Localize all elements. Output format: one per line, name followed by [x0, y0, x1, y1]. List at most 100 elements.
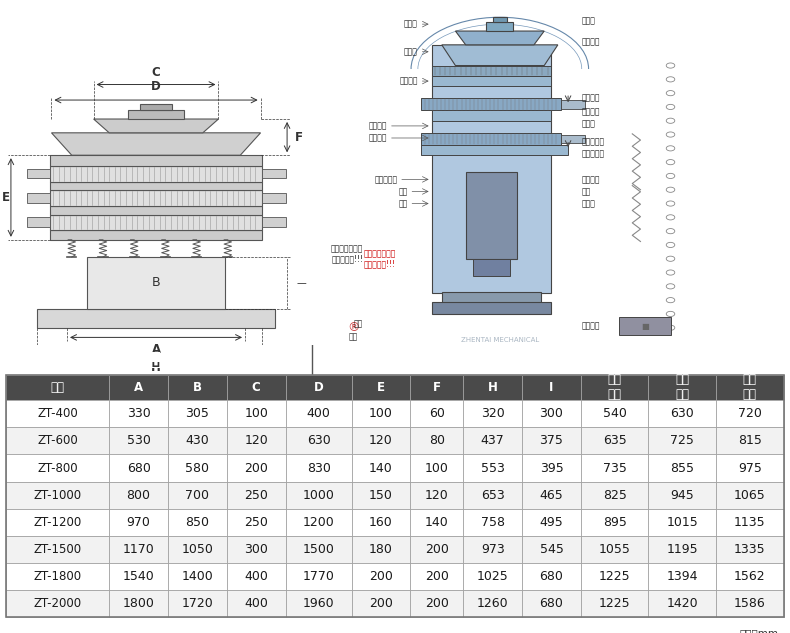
Bar — [50, 182, 262, 191]
Text: 中部框架: 中部框架 — [369, 122, 387, 130]
Text: 1420: 1420 — [667, 597, 698, 610]
Bar — [522, 482, 581, 509]
Bar — [88, 257, 224, 309]
Bar — [227, 427, 285, 454]
Text: 250: 250 — [244, 516, 268, 529]
Text: 200: 200 — [425, 597, 449, 610]
Text: 底座: 底座 — [354, 320, 363, 329]
Text: 一层
高度: 一层 高度 — [608, 373, 622, 401]
Text: A: A — [152, 343, 160, 356]
Text: 1394: 1394 — [667, 570, 698, 583]
Text: 140: 140 — [369, 461, 393, 475]
Text: 振体: 振体 — [581, 187, 591, 196]
Text: 855: 855 — [670, 461, 694, 475]
Text: 100: 100 — [244, 407, 268, 420]
Bar — [27, 193, 50, 203]
Text: 1065: 1065 — [734, 489, 766, 502]
Bar — [581, 454, 649, 482]
Bar — [352, 400, 411, 427]
Text: B: B — [193, 381, 202, 394]
Text: A: A — [134, 381, 143, 394]
Bar — [285, 482, 352, 509]
Bar — [50, 166, 262, 182]
Text: 进料口: 进料口 — [581, 16, 596, 25]
Bar — [109, 536, 168, 563]
Text: 120: 120 — [425, 489, 449, 502]
Bar — [227, 375, 285, 400]
Bar — [716, 563, 784, 590]
Text: 1335: 1335 — [734, 543, 766, 556]
Text: 试机时去掉!!!: 试机时去掉!!! — [331, 254, 363, 263]
Bar — [352, 375, 411, 400]
Bar — [649, 482, 716, 509]
Bar — [431, 45, 551, 293]
Bar — [50, 191, 262, 206]
Polygon shape — [442, 45, 558, 66]
Bar — [463, 400, 522, 427]
Bar — [649, 427, 716, 454]
Bar — [411, 482, 463, 509]
Text: ®: ® — [347, 321, 359, 334]
Text: ZT-800: ZT-800 — [37, 461, 78, 475]
Bar — [50, 215, 262, 230]
Bar — [6, 482, 109, 509]
Text: 1770: 1770 — [303, 570, 334, 583]
Text: ZT-2000: ZT-2000 — [34, 597, 82, 610]
Text: 635: 635 — [603, 434, 626, 448]
Text: 1500: 1500 — [303, 543, 334, 556]
Bar — [285, 590, 352, 617]
Text: 140: 140 — [425, 516, 449, 529]
Text: 400: 400 — [244, 570, 268, 583]
Bar — [6, 400, 109, 427]
Bar — [285, 375, 352, 400]
Bar — [411, 400, 463, 427]
Bar — [561, 135, 585, 143]
Text: 1200: 1200 — [303, 516, 334, 529]
Text: 试机时去掉!!!: 试机时去掉!!! — [363, 260, 395, 268]
Bar — [463, 454, 522, 482]
Bar — [581, 536, 649, 563]
Bar — [262, 169, 285, 179]
Text: 530: 530 — [126, 434, 151, 448]
Bar — [522, 454, 581, 482]
Text: 700: 700 — [186, 489, 209, 502]
Text: 945: 945 — [671, 489, 694, 502]
Text: 320: 320 — [481, 407, 505, 420]
Bar — [522, 536, 581, 563]
Text: C: C — [152, 66, 160, 78]
Text: ZT-600: ZT-600 — [37, 434, 78, 448]
Bar — [442, 292, 541, 304]
Bar — [168, 563, 227, 590]
Text: 束环: 束环 — [398, 187, 408, 196]
Text: 80: 80 — [429, 434, 445, 448]
Bar — [463, 563, 522, 590]
Polygon shape — [455, 31, 544, 45]
Text: 725: 725 — [671, 434, 694, 448]
Text: 630: 630 — [671, 407, 694, 420]
Bar — [716, 590, 784, 617]
Bar — [716, 375, 784, 400]
Bar — [581, 563, 649, 590]
Text: 一般结构图: 一般结构图 — [524, 351, 577, 369]
Text: 1000: 1000 — [303, 489, 334, 502]
Bar — [486, 22, 514, 31]
Bar — [285, 400, 352, 427]
Text: 1586: 1586 — [734, 597, 766, 610]
Text: 辅助筛网: 辅助筛网 — [581, 37, 600, 46]
Text: 200: 200 — [244, 461, 268, 475]
Text: 外形尺寸图: 外形尺寸图 — [129, 351, 182, 369]
Text: 735: 735 — [603, 461, 626, 475]
Text: 305: 305 — [186, 407, 209, 420]
Text: 200: 200 — [425, 570, 449, 583]
Bar — [227, 400, 285, 427]
Text: 895: 895 — [603, 516, 626, 529]
Text: 120: 120 — [244, 434, 268, 448]
Text: 975: 975 — [738, 461, 762, 475]
Text: 437: 437 — [481, 434, 505, 448]
Bar — [227, 482, 285, 509]
Text: 小尺寸排料: 小尺寸排料 — [374, 175, 397, 184]
Text: 1135: 1135 — [734, 516, 766, 529]
Bar — [472, 259, 510, 276]
Bar — [522, 563, 581, 590]
Text: 1960: 1960 — [303, 597, 334, 610]
